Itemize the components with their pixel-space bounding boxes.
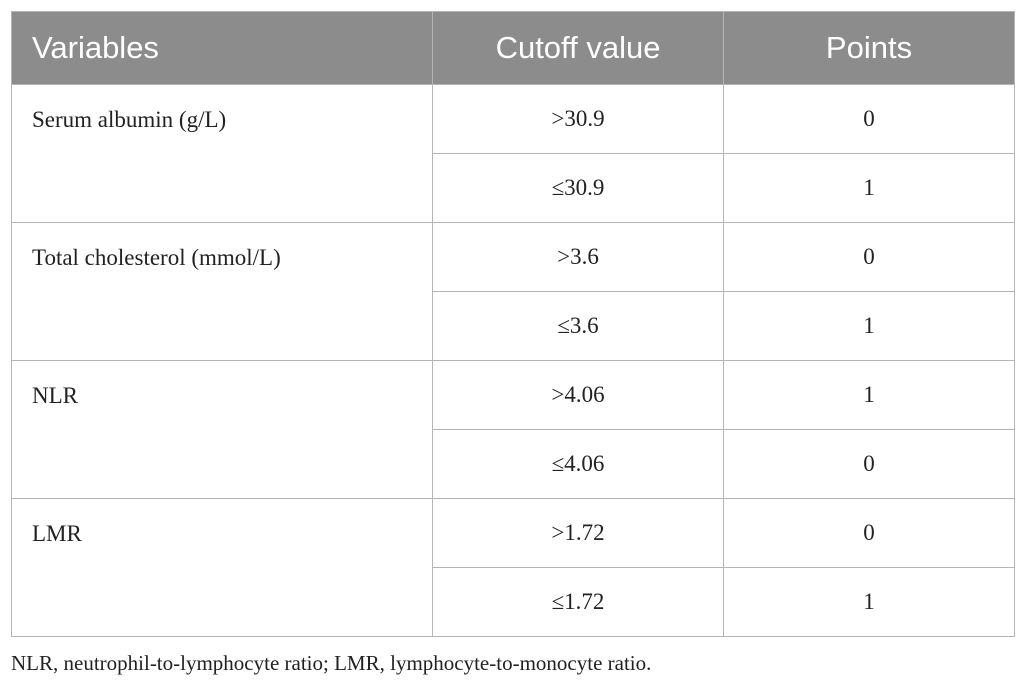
cutoff-cell: >3.6 <box>432 222 724 292</box>
points-cell: 0 <box>723 84 1015 154</box>
header-cell: Cutoff value <box>432 11 724 85</box>
cutoff-cell: ≤1.72 <box>432 567 724 637</box>
variable-cell: NLR <box>11 360 433 499</box>
variable-cell: Serum albumin (g/L) <box>11 84 433 223</box>
cutoff-cell: >1.72 <box>432 498 724 568</box>
footnote: NLR, neutrophil-to-lymphocyte ratio; LMR… <box>11 651 652 675</box>
table-row: ≤1.72 1 <box>12 567 1015 637</box>
table-row: ≤4.06 0 <box>12 429 1015 499</box>
table-row: ≤30.9 1 <box>12 153 1015 223</box>
points-cell: 0 <box>723 222 1015 292</box>
header-cell: Variables <box>11 11 433 85</box>
points-cell: 1 <box>723 360 1015 430</box>
cutoff-cell: >30.9 <box>432 84 724 154</box>
cutoff-cell: ≤30.9 <box>432 153 724 223</box>
header-row: Variables Cutoff value Points <box>11 11 1015 85</box>
points-cell: 1 <box>723 567 1015 637</box>
cutoff-cell: ≤4.06 <box>432 429 724 499</box>
table-body: Serum albumin (g/L) >30.9 0 ≤30.9 1 Total cho… <box>11 84 1015 637</box>
variable-cell: Total cholesterol (mmol/L) <box>11 222 433 361</box>
points-cell: 1 <box>723 291 1015 361</box>
table-row: ≤3.6 1 <box>12 291 1015 361</box>
table-row: Serum albumin (g/L) >30.9 0 <box>11 84 1015 223</box>
data-table: Variables Cutoff value Points Serum albu… <box>11 11 1015 637</box>
table-row: NLR >4.06 1 <box>11 360 1015 499</box>
table-row: Total cholesterol (mmol/L) >3.6 0 <box>11 222 1015 361</box>
points-cell: 0 <box>723 429 1015 499</box>
cutoff-cell: >4.06 <box>432 360 724 430</box>
variable-cell: LMR <box>11 498 433 637</box>
points-cell: 0 <box>723 498 1015 568</box>
table-row: LMR >1.72 0 <box>11 498 1015 637</box>
cutoff-cell: ≤3.6 <box>432 291 724 361</box>
points-cell: 1 <box>723 153 1015 223</box>
header-cell: Points <box>723 11 1015 85</box>
